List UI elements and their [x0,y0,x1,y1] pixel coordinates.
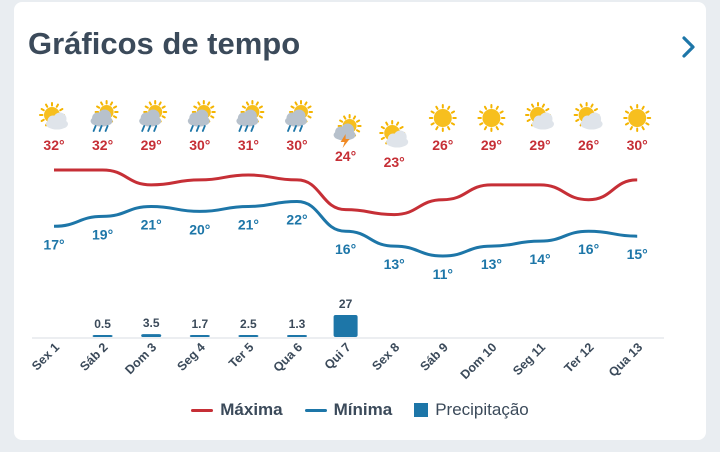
sun-icon [623,104,652,132]
legend-max-label: Máxima [220,400,283,419]
min-temp-label: 16° [335,241,356,257]
legend-min-label: Mínima [333,400,393,419]
min-temp-label: 13° [481,256,502,272]
x-tick-label: Dom 3 [122,340,159,377]
precip-label: 0.5 [94,317,111,331]
precip-bar [92,335,113,337]
x-tick-label: Ter 5 [226,340,256,370]
min-temp-label: 21° [141,216,162,232]
min-temp-label: 16° [578,241,599,257]
max-temp-line [54,168,638,217]
precip-bar [238,334,259,337]
rain-sun-icon [236,100,265,132]
max-temp-label: 30° [189,137,210,153]
max-temp-label: 26° [578,137,599,153]
x-tick-label: Qui 7 [322,340,354,372]
legend-min[interactable]: Mínima [304,400,393,420]
precip-bar [189,335,210,337]
sun-cloud-icon [573,102,603,130]
max-temp-label: 29° [529,137,550,153]
x-tick-label: Ter 12 [561,340,596,375]
precip-label: 1.7 [191,317,208,331]
rain-sun-icon [139,100,168,132]
min-temp-label: 14° [529,251,550,267]
min-temp-label: 19° [92,226,113,242]
max-temp-label: 29° [141,137,162,153]
sun-cloud-icon [379,120,409,148]
x-tick-label: Sex 1 [29,340,62,373]
page-title: Gráficos de tempo [28,26,301,61]
precip-bar [333,315,358,337]
max-temp-label: 32° [43,137,64,153]
min-temp-label: 17° [43,236,64,252]
rain-sun-icon [90,100,119,132]
sun-cloud-icon [525,102,554,130]
legend-precip[interactable]: Precipitação [414,400,529,420]
min-temp-line [53,200,638,258]
min-temp-label: 21° [238,216,259,232]
min-temp-label: 22° [286,212,307,228]
max-temp-label: 26° [432,137,453,153]
rain-sun-icon [285,100,313,132]
legend-precip-label: Precipitação [435,400,529,419]
precip-bar [141,334,162,337]
x-tick-label: Seg 11 [510,340,548,378]
rain-sun-icon [187,100,216,132]
sun-cloud-icon [39,102,68,130]
legend-max-swatch [191,408,214,412]
legend-min-swatch [304,408,327,412]
x-tick-label: Dom 10 [458,340,500,382]
min-temp-label: 13° [384,256,405,272]
precip-bar [287,335,307,337]
legend-precip-swatch [414,403,429,417]
max-temp-label: 30° [286,137,307,153]
x-tick-label: Qua 6 [271,340,305,374]
precip-label: 3.5 [143,316,160,330]
x-tick-label: Sáb 2 [77,340,111,374]
min-temp-label: 11° [433,266,453,282]
precip-label: 27 [339,297,353,311]
precip-label: 2.5 [240,317,257,331]
x-tick-label: Sex 8 [369,340,402,373]
precip-label: 1.3 [289,317,306,331]
chart-legend: Máxima Mínima Precipitação [14,400,706,420]
x-tick-label: Sáb 9 [417,340,451,374]
min-temp-label: 20° [189,221,210,237]
legend-max[interactable]: Máxima [191,400,283,420]
chevron-right-icon[interactable] [678,32,700,62]
max-temp-label: 23° [384,154,405,170]
max-temp-label: 30° [627,137,648,153]
max-temp-label: 32° [92,137,113,153]
min-temp-label: 15° [627,246,648,262]
storm-sun-icon [333,114,362,148]
max-temp-label: 31° [238,137,259,153]
sun-icon [477,104,506,132]
x-tick-label: Seg 4 [174,340,208,374]
max-temp-label: 29° [481,137,502,153]
x-tick-label: Qua 13 [606,340,645,379]
weather-chart-card: Gráficos de tempo 32° 32° 29° 30° 31° 30° 24° 2… [14,2,706,440]
sun-icon [428,104,457,132]
max-temp-label: 24° [335,148,356,164]
weather-chart: 32° 32° 29° 30° 31° 30° 24° 23° 26° 29° 29° 26° 30° 1… [29,100,664,382]
